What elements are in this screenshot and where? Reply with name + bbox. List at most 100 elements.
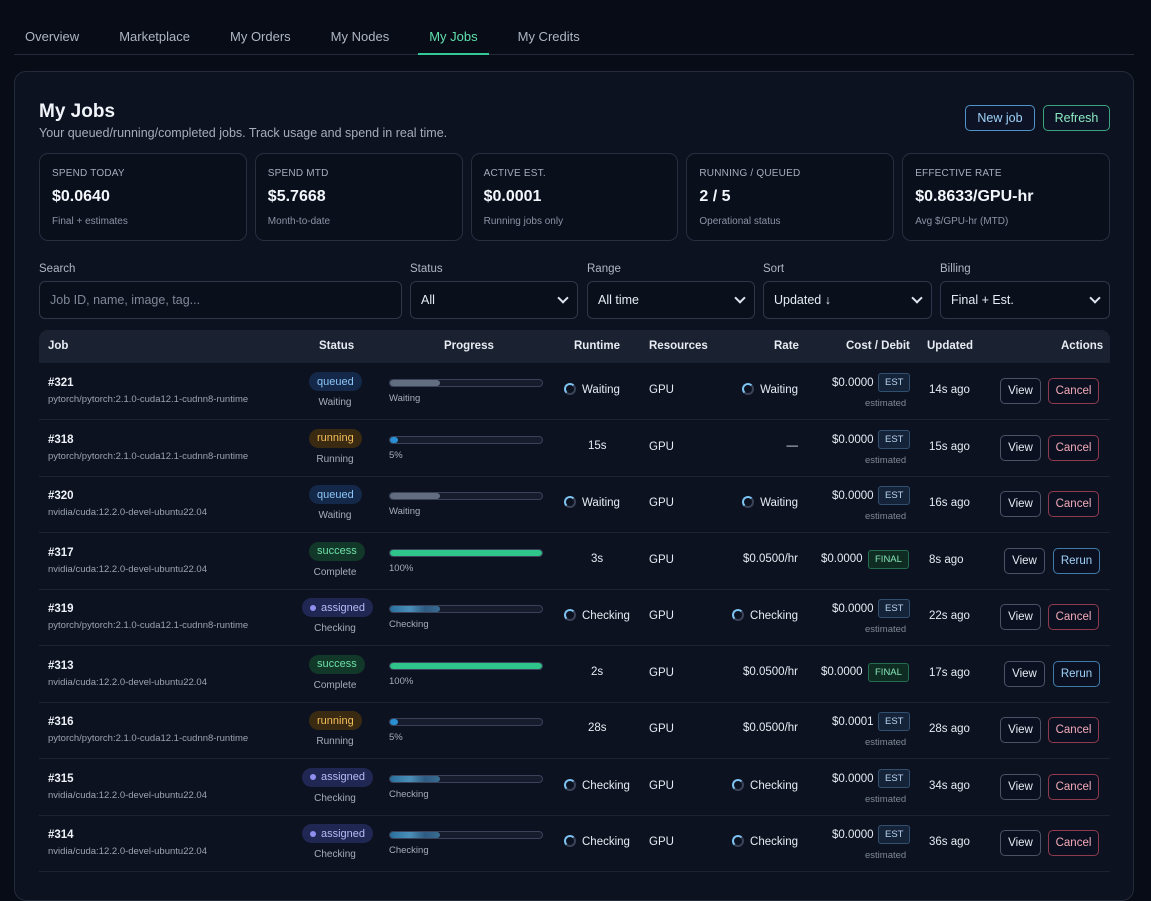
job-id[interactable]: #314	[48, 829, 74, 841]
view-button[interactable]: View	[1000, 717, 1041, 743]
search-label: Search	[39, 263, 76, 275]
resources-value: GPU	[649, 836, 674, 848]
search-input[interactable]: Job ID, name, image, tag...	[39, 281, 402, 319]
resources-value: GPU	[649, 723, 674, 735]
cost-value: $0.0000	[821, 665, 863, 678]
tab-my-jobs[interactable]: My Jobs	[418, 20, 490, 55]
view-button[interactable]: View	[1000, 378, 1041, 404]
stats-row: SPEND TODAY $0.0640 Final + estimates SP…	[39, 153, 1110, 241]
job-id[interactable]: #317	[48, 546, 74, 559]
rate-value: Checking	[750, 836, 798, 848]
status-badge: running	[309, 711, 362, 730]
status-badge: success	[309, 654, 365, 674]
chevron-down-icon	[734, 292, 746, 304]
runtime-value: 15s	[588, 439, 607, 452]
cost-value: $0.0000	[832, 490, 874, 502]
cancel-button[interactable]: Cancel	[1048, 378, 1099, 404]
stat-card-running-queued: RUNNING / QUEUED 2 / 5 Operational statu…	[686, 153, 895, 241]
table-row: #321 pytorch/pytorch:2.1.0-cuda12.1-cudn…	[39, 363, 1110, 420]
job-image: nvidia/cuda:12.2.0-devel-ubuntu22.04	[48, 789, 207, 801]
chevron-down-icon	[911, 292, 923, 304]
stat-value: $0.0640	[52, 188, 110, 205]
column-header-cost: Cost / Debit	[846, 340, 910, 352]
updated-value: 8s ago	[929, 553, 964, 566]
runtime-cell: 3s	[591, 553, 603, 565]
status-badge-label: queued	[317, 375, 354, 388]
progress-bar	[389, 718, 543, 726]
progress-bar	[389, 774, 543, 783]
stat-value: 2 / 5	[699, 188, 731, 205]
view-button[interactable]: View	[1000, 773, 1041, 800]
cancel-button[interactable]: Cancel	[1048, 434, 1099, 461]
progress-bar-fill	[390, 606, 441, 612]
resources-value: GPU	[649, 440, 674, 453]
status-badge: running	[309, 428, 362, 448]
tab-my-orders[interactable]: My Orders	[230, 29, 291, 44]
stat-value: $5.7668	[267, 188, 326, 205]
cost-value: $0.0000	[832, 377, 874, 389]
billing-filter: Billing Final + Est.	[940, 263, 1110, 319]
cancel-button[interactable]: Cancel	[1048, 773, 1099, 800]
tab-my-nodes[interactable]: My Nodes	[330, 29, 390, 44]
billing-badge: EST	[878, 825, 911, 844]
status-dot-icon	[310, 830, 316, 837]
column-header-resources: Resources	[649, 340, 708, 352]
tab-overview[interactable]: Overview	[25, 29, 80, 44]
view-button[interactable]: View	[1000, 491, 1041, 517]
tab-marketplace[interactable]: Marketplace	[119, 29, 190, 44]
billing-select-value: Final + Est.	[951, 293, 1014, 307]
column-header-updated: Updated	[927, 340, 973, 352]
sort-select[interactable]: Updated ↓	[763, 281, 932, 319]
refresh-button[interactable]: Refresh	[1043, 105, 1110, 131]
stat-label: SPEND TODAY	[52, 168, 125, 179]
cancel-button[interactable]: Cancel	[1048, 830, 1099, 856]
view-button[interactable]: View	[1000, 830, 1041, 856]
billing-select[interactable]: Final + Est.	[940, 281, 1110, 319]
rate-value: —	[786, 439, 799, 452]
cancel-button[interactable]: Cancel	[1048, 491, 1099, 517]
job-id[interactable]: #319	[48, 603, 74, 615]
view-button[interactable]: View	[1004, 547, 1045, 574]
filters-bar: Search Job ID, name, image, tag... Statu…	[39, 263, 1110, 319]
tab-my-credits[interactable]: My Credits	[517, 29, 580, 44]
range-filter-label: Range	[587, 263, 621, 275]
cancel-button[interactable]: Cancel	[1048, 717, 1099, 743]
updated-value: 15s ago	[929, 440, 970, 453]
job-id[interactable]: #313	[48, 659, 74, 672]
view-button[interactable]: View	[1004, 660, 1045, 687]
progress-bar	[389, 661, 543, 670]
estimated-note: estimated	[865, 850, 907, 861]
rate-cell: Waiting	[742, 496, 798, 509]
cancel-button[interactable]: Cancel	[1048, 604, 1099, 630]
runtime-value: Waiting	[582, 384, 620, 396]
rerun-button[interactable]: Rerun	[1053, 660, 1100, 687]
stat-card-spend-mtd: SPEND MTD $5.7668 Month-to-date	[254, 153, 463, 241]
job-id[interactable]: #315	[48, 772, 74, 785]
resources-value: GPU	[649, 610, 674, 622]
status-select[interactable]: All	[410, 281, 578, 319]
view-button[interactable]: View	[1000, 604, 1041, 630]
table-header: Job Status Progress Runtime Resources Ra…	[39, 330, 1110, 363]
job-id[interactable]: #320	[48, 490, 74, 502]
progress-bar-fill	[390, 493, 441, 499]
new-job-button[interactable]: New job	[965, 105, 1035, 131]
status-dot-icon	[310, 604, 316, 611]
cost-value: $0.0000	[832, 829, 874, 841]
table-row: #317 nvidia/cuda:12.2.0-devel-ubuntu22.0…	[39, 533, 1110, 590]
rerun-button[interactable]: Rerun	[1053, 547, 1100, 574]
page-subtitle: Your queued/running/completed jobs. Trac…	[39, 126, 448, 140]
job-id[interactable]: #321	[48, 377, 74, 389]
range-select[interactable]: All time	[587, 281, 755, 319]
job-image: pytorch/pytorch:2.1.0-cuda12.1-cudnn8-ru…	[48, 394, 249, 405]
job-id[interactable]: #318	[48, 433, 74, 446]
estimated-note: estimated	[865, 398, 907, 409]
status-dot-icon	[310, 774, 316, 780]
status-detail: Running	[316, 736, 354, 747]
rate-cell: —	[787, 440, 799, 452]
view-button[interactable]: View	[1000, 434, 1041, 461]
updated-value: 14s ago	[929, 384, 970, 396]
job-id[interactable]: #316	[48, 716, 74, 728]
job-image: nvidia/cuda:12.2.0-devel-ubuntu22.04	[48, 563, 207, 575]
sort-select-value: Updated ↓	[774, 293, 831, 307]
job-image: nvidia/cuda:12.2.0-devel-ubuntu22.04	[48, 507, 207, 518]
